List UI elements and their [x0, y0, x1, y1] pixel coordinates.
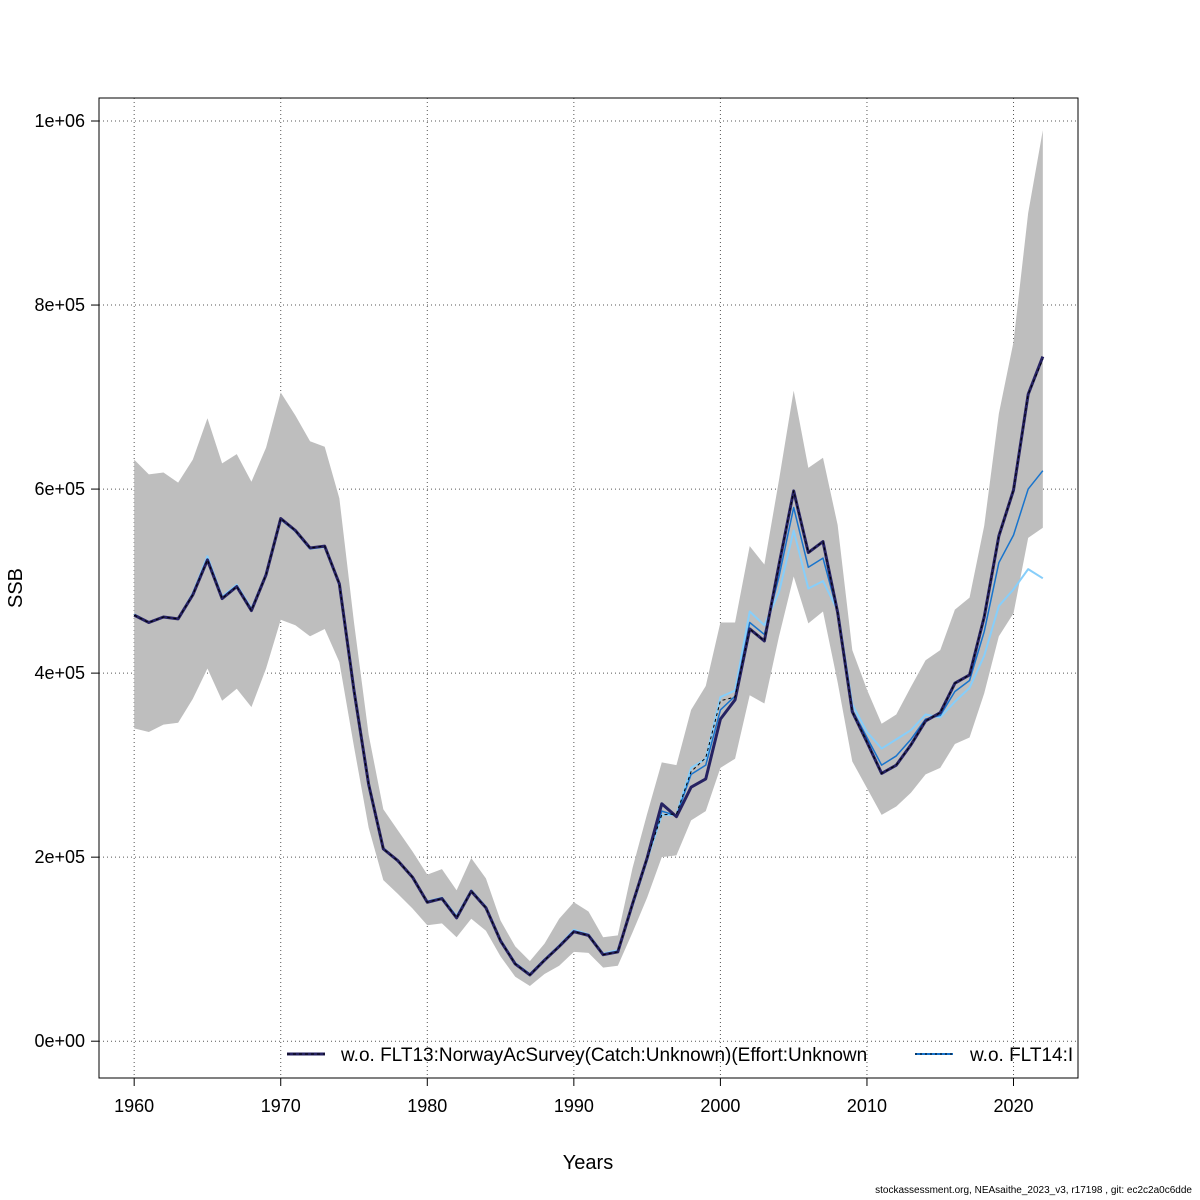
y-axis-title: SSB: [5, 568, 27, 608]
y-tick-label: 8e+05: [34, 295, 85, 315]
y-tick-label: 0e+00: [34, 1031, 85, 1051]
series-layer: [133, 356, 1045, 977]
x-tick-label: 2020: [993, 1096, 1033, 1116]
legend-item-flt14: w.o. FLT14:I: [915, 1045, 1073, 1066]
y-tick-label: 4e+05: [34, 663, 85, 683]
y-tick-label: 2e+05: [34, 847, 85, 867]
y-axis: 0e+00 2e+05 4e+05 6e+05 8e+05 1e+06: [34, 111, 99, 1051]
y-tick-label: 1e+06: [34, 111, 85, 131]
x-axis: 1960 1970 1980 1990 2000 2010 2020: [114, 1078, 1034, 1116]
x-tick-label: 1990: [554, 1096, 594, 1116]
x-tick-label: 1960: [114, 1096, 154, 1116]
legend-label-flt14: w.o. FLT14:I: [969, 1045, 1073, 1066]
legend-label-flt13: w.o. FLT13:NorwayAcSurvey(Catch:Unknown)…: [340, 1045, 867, 1066]
legend-item-flt13: w.o. FLT13:NorwayAcSurvey(Catch:Unknown)…: [287, 1045, 867, 1066]
confidence-band: [134, 130, 1043, 986]
footer-credit: stockassessment.org, NEAsaithe_2023_v3, …: [875, 1185, 1192, 1196]
x-axis-title: Years: [563, 1152, 613, 1174]
x-tick-label: 2010: [847, 1096, 887, 1116]
x-tick-label: 2000: [700, 1096, 740, 1116]
x-tick-label: 1970: [261, 1096, 301, 1116]
x-tick-label: 1980: [407, 1096, 447, 1116]
confidence-band-layer: [134, 130, 1043, 986]
y-tick-label: 6e+05: [34, 479, 85, 499]
legend: w.o. FLT13:NorwayAcSurvey(Catch:Unknown)…: [287, 1045, 1073, 1066]
plot-frame: [98, 97, 1079, 1079]
series-line-1: [133, 359, 1044, 976]
